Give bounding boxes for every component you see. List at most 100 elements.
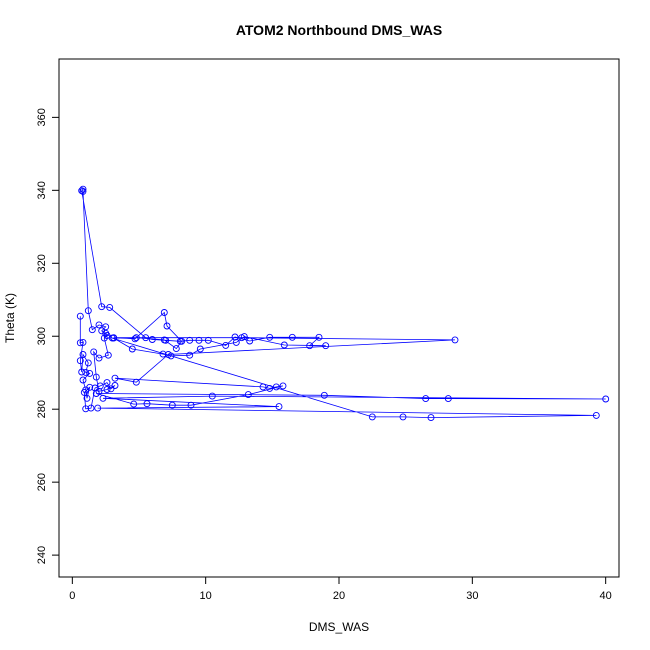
data-point	[222, 341, 230, 349]
data-point	[168, 401, 176, 409]
y-tick-label: 320	[36, 254, 48, 272]
data-point	[320, 391, 328, 399]
data-point	[280, 341, 288, 349]
data-point	[160, 336, 168, 344]
data-point	[104, 351, 112, 359]
x-tick-label: 10	[200, 590, 212, 602]
data-point	[76, 312, 84, 320]
data-point	[103, 379, 111, 387]
data-point	[427, 414, 435, 422]
data-point	[266, 333, 274, 341]
data-point	[79, 376, 87, 384]
data-point	[143, 400, 151, 408]
series-line	[79, 188, 606, 419]
x-tick-label: 0	[69, 590, 75, 602]
chart-title: ATOM2 Northbound DMS_WAS	[236, 22, 442, 38]
data-point	[92, 390, 100, 397]
data-point	[186, 351, 194, 359]
data-point	[160, 309, 168, 316]
data-point	[368, 413, 376, 421]
data-point	[88, 326, 96, 334]
data-point	[275, 403, 283, 411]
data-point	[84, 359, 92, 367]
data-point	[79, 187, 87, 195]
y-axis-label: Theta (K)	[3, 293, 17, 343]
data-point	[195, 336, 203, 344]
data-point	[98, 303, 106, 311]
data-point	[279, 382, 287, 390]
data-point	[238, 334, 246, 342]
y-axis: 240 260 280 300 320 340 360	[36, 108, 60, 564]
y-tick-label: 340	[36, 181, 48, 199]
data-point	[78, 187, 86, 195]
data-point	[102, 323, 110, 331]
y-tick-label: 260	[36, 473, 48, 491]
data-point	[196, 345, 204, 353]
plot-area	[76, 185, 610, 422]
data-point	[83, 394, 91, 402]
data-point	[94, 404, 102, 412]
data-point	[76, 339, 84, 347]
x-tick-label: 40	[600, 590, 612, 602]
x-axis-label: DMS_WAS	[309, 620, 369, 634]
data-point	[131, 335, 139, 343]
data-point	[106, 303, 114, 311]
y-tick-label: 360	[36, 108, 48, 126]
data-point	[259, 383, 267, 391]
data-point	[79, 351, 87, 358]
data-point	[95, 321, 103, 329]
y-tick-label: 300	[36, 327, 48, 345]
data-point	[90, 348, 98, 356]
data-point	[86, 383, 94, 391]
data-point	[82, 368, 90, 376]
data-point	[79, 338, 87, 346]
data-point	[187, 401, 195, 409]
data-point	[592, 411, 600, 419]
data-point	[451, 336, 459, 344]
x-tick-label: 30	[466, 590, 478, 602]
data-point	[288, 333, 296, 341]
data-point	[164, 351, 172, 358]
data-point	[87, 404, 95, 412]
data-point	[148, 336, 156, 343]
plot-frame	[58, 58, 620, 578]
data-point	[128, 345, 136, 353]
y-tick-label: 280	[36, 400, 48, 418]
data-point	[95, 354, 103, 362]
data-point	[208, 392, 216, 400]
data-point	[306, 342, 314, 350]
data-point	[111, 382, 119, 389]
data-point	[178, 337, 186, 345]
data-point	[602, 395, 610, 403]
data-point	[111, 374, 119, 382]
data-point	[232, 338, 240, 346]
data-point	[84, 307, 92, 315]
y-tick-label: 240	[36, 546, 48, 564]
data-point	[422, 395, 430, 403]
data-point	[132, 378, 140, 386]
data-point	[315, 333, 323, 341]
data-point	[163, 322, 171, 330]
data-point	[92, 373, 100, 381]
x-axis: 0 10 20 30 40	[69, 576, 612, 602]
data-point	[186, 336, 194, 344]
data-point	[322, 342, 330, 350]
x-tick-label: 20	[333, 590, 345, 602]
data-point	[246, 337, 254, 345]
data-point	[204, 336, 212, 344]
data-point	[108, 334, 116, 342]
data-point	[103, 386, 111, 393]
data-point	[99, 394, 107, 402]
data-point	[102, 329, 110, 337]
data-point	[172, 345, 180, 353]
data-point	[86, 369, 94, 377]
data-point	[272, 383, 280, 391]
data-point	[79, 185, 87, 193]
data-point	[444, 395, 452, 403]
data-point	[266, 384, 274, 392]
data-point	[82, 405, 90, 413]
data-point	[76, 357, 84, 365]
data-point	[78, 368, 86, 376]
data-point	[132, 334, 140, 342]
